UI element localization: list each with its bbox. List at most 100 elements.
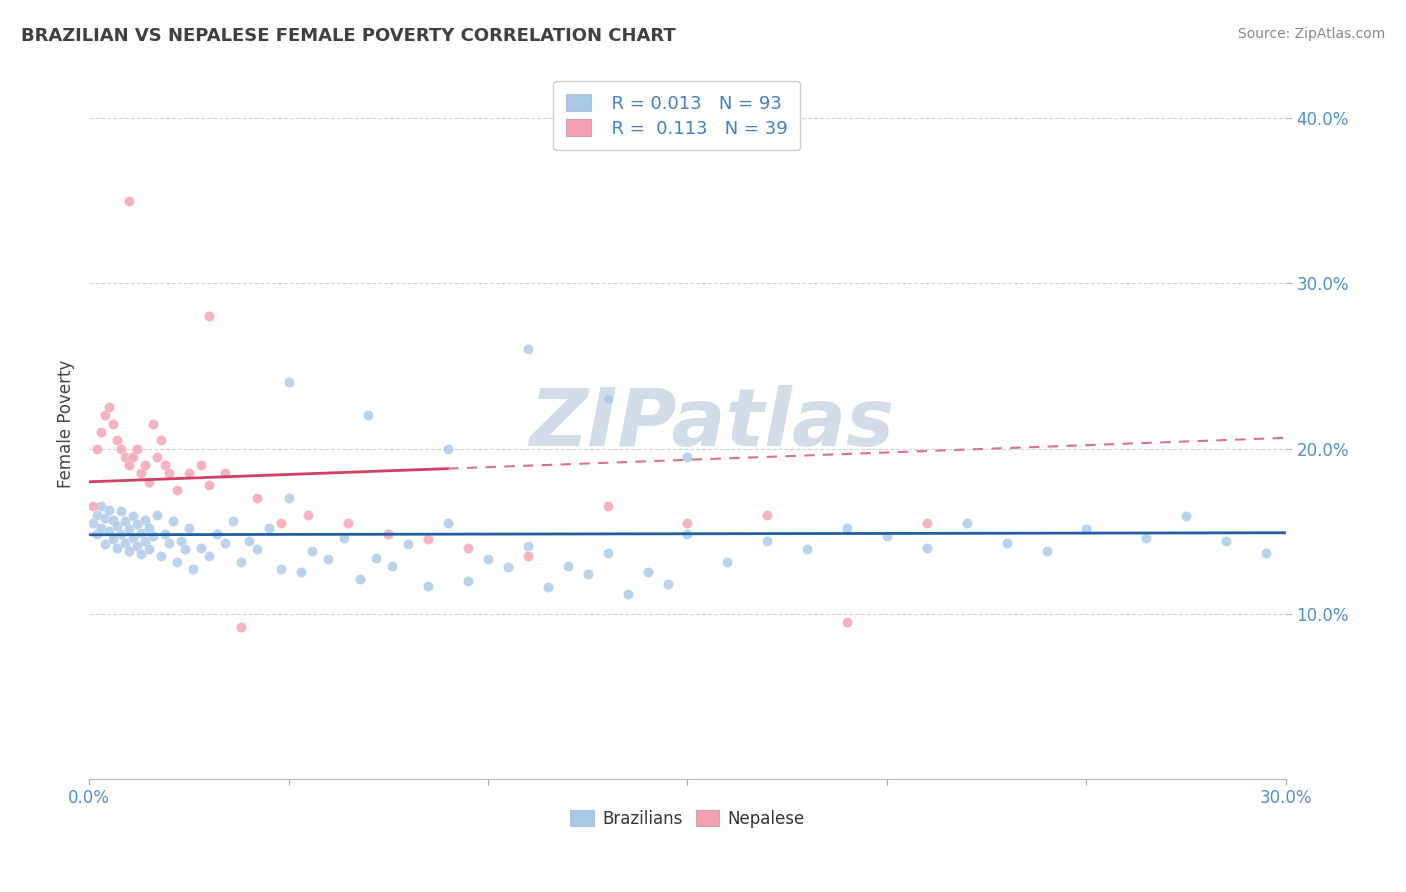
Point bbox=[125, 539, 148, 553]
Point bbox=[318, 552, 340, 566]
Point bbox=[90, 425, 112, 439]
Point bbox=[129, 525, 152, 540]
Point bbox=[110, 442, 132, 456]
Point bbox=[134, 512, 156, 526]
Text: BRAZILIAN VS NEPALESE FEMALE POVERTY CORRELATION CHART: BRAZILIAN VS NEPALESE FEMALE POVERTY COR… bbox=[21, 27, 676, 45]
Point bbox=[122, 450, 145, 464]
Point bbox=[1254, 545, 1277, 559]
Point bbox=[437, 516, 460, 530]
Point bbox=[616, 587, 638, 601]
Point bbox=[125, 517, 148, 532]
Point bbox=[122, 531, 145, 545]
Point bbox=[229, 556, 252, 570]
Point bbox=[98, 502, 121, 516]
Point bbox=[349, 572, 371, 586]
Point bbox=[82, 500, 104, 514]
Point bbox=[396, 537, 419, 551]
Point bbox=[129, 467, 152, 481]
Point bbox=[105, 541, 128, 555]
Point bbox=[149, 434, 172, 448]
Point bbox=[110, 527, 132, 541]
Point bbox=[716, 556, 738, 570]
Point bbox=[516, 549, 538, 563]
Point bbox=[173, 542, 195, 557]
Point bbox=[214, 467, 236, 481]
Point bbox=[98, 524, 121, 538]
Point bbox=[756, 534, 779, 549]
Point bbox=[418, 579, 440, 593]
Point bbox=[129, 547, 152, 561]
Point bbox=[90, 500, 112, 514]
Point bbox=[118, 458, 141, 472]
Point bbox=[86, 442, 108, 456]
Point bbox=[82, 516, 104, 530]
Point bbox=[157, 467, 180, 481]
Point bbox=[576, 567, 599, 582]
Point bbox=[190, 458, 212, 472]
Point bbox=[205, 527, 228, 541]
Point bbox=[122, 509, 145, 524]
Legend: Brazilians, Nepalese: Brazilians, Nepalese bbox=[564, 803, 811, 835]
Point bbox=[457, 574, 479, 588]
Point bbox=[516, 539, 538, 553]
Point bbox=[257, 521, 280, 535]
Point bbox=[956, 516, 979, 530]
Point bbox=[229, 620, 252, 634]
Point bbox=[138, 521, 160, 535]
Point bbox=[190, 541, 212, 555]
Point bbox=[197, 310, 219, 324]
Point bbox=[118, 544, 141, 558]
Point bbox=[177, 467, 200, 481]
Point bbox=[110, 504, 132, 518]
Point bbox=[1076, 523, 1098, 537]
Point bbox=[676, 527, 699, 541]
Point bbox=[142, 529, 165, 543]
Point bbox=[114, 514, 136, 528]
Point bbox=[101, 533, 124, 547]
Point bbox=[637, 566, 659, 580]
Point bbox=[157, 535, 180, 549]
Point bbox=[134, 534, 156, 549]
Point bbox=[114, 535, 136, 549]
Point bbox=[246, 542, 269, 557]
Text: ZIPatlas: ZIPatlas bbox=[529, 384, 894, 463]
Point bbox=[238, 534, 260, 549]
Point bbox=[138, 475, 160, 489]
Text: Source: ZipAtlas.com: Source: ZipAtlas.com bbox=[1237, 27, 1385, 41]
Point bbox=[142, 417, 165, 431]
Point bbox=[676, 450, 699, 464]
Point bbox=[177, 521, 200, 535]
Point bbox=[86, 527, 108, 541]
Point bbox=[297, 508, 319, 522]
Point bbox=[86, 508, 108, 522]
Point bbox=[118, 523, 141, 537]
Point bbox=[995, 535, 1018, 549]
Point bbox=[105, 434, 128, 448]
Point bbox=[118, 194, 141, 208]
Point bbox=[557, 558, 579, 573]
Point bbox=[418, 533, 440, 547]
Point bbox=[1175, 509, 1198, 524]
Point bbox=[835, 615, 858, 629]
Point bbox=[915, 541, 938, 555]
Point bbox=[134, 458, 156, 472]
Point bbox=[437, 442, 460, 456]
Point bbox=[915, 516, 938, 530]
Point bbox=[101, 417, 124, 431]
Point bbox=[125, 442, 148, 456]
Point bbox=[98, 400, 121, 414]
Point bbox=[166, 483, 188, 497]
Point bbox=[197, 549, 219, 563]
Point bbox=[277, 491, 299, 505]
Point bbox=[221, 514, 243, 528]
Point bbox=[796, 542, 818, 557]
Point bbox=[197, 478, 219, 492]
Point bbox=[366, 550, 388, 565]
Point bbox=[153, 458, 176, 472]
Point bbox=[90, 521, 112, 535]
Point bbox=[496, 560, 519, 574]
Point bbox=[162, 514, 184, 528]
Point bbox=[277, 376, 299, 390]
Point bbox=[1215, 534, 1237, 549]
Point bbox=[214, 535, 236, 549]
